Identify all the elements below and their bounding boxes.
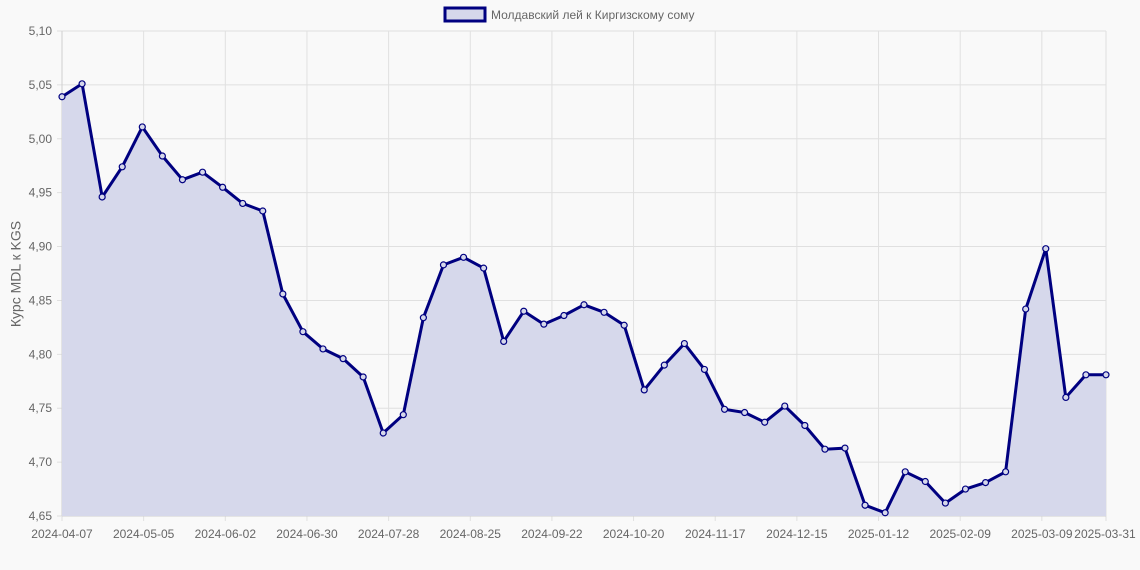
data-point[interactable] (741, 408, 749, 417)
y-axis-ticks: 4,65 4,70 4,75 4,80 4,85 4,90 4,95 5,00 5,05 5,10 (29, 24, 53, 523)
x-tick-label: 2024-09-22 (521, 527, 583, 541)
data-point[interactable] (439, 261, 448, 269)
data-point[interactable] (881, 509, 889, 517)
data-point[interactable] (138, 123, 146, 131)
data-point[interactable] (700, 365, 709, 374)
y-tick-label: 5,00 (29, 132, 53, 146)
x-tick-label: 2024-04-07 (31, 527, 93, 541)
x-tick-label: 2024-06-30 (276, 527, 338, 541)
data-point[interactable] (901, 468, 909, 476)
y-tick-label: 4,65 (29, 509, 53, 523)
data-point[interactable] (419, 314, 427, 322)
data-point[interactable] (640, 386, 648, 394)
data-point[interactable] (219, 183, 227, 191)
data-point[interactable] (1102, 371, 1110, 379)
data-point[interactable] (279, 290, 287, 298)
data-point[interactable] (319, 345, 327, 353)
data-point[interactable] (1062, 393, 1070, 402)
data-point[interactable] (58, 93, 66, 101)
data-point[interactable] (500, 337, 508, 345)
data-point[interactable] (580, 301, 588, 309)
data-point[interactable] (620, 321, 628, 329)
y-tick-label: 4,85 (29, 293, 53, 307)
data-point[interactable] (781, 402, 789, 410)
data-point[interactable] (921, 477, 929, 486)
data-point[interactable] (78, 80, 86, 88)
data-point[interactable] (1002, 468, 1010, 476)
data-point[interactable] (801, 421, 809, 430)
legend-swatch[interactable] (443, 6, 487, 23)
data-point[interactable] (299, 328, 307, 336)
x-tick-label: 2024-07-28 (358, 527, 420, 541)
data-point[interactable] (259, 207, 267, 215)
legend[interactable]: Молдавский лей к Киргизскому сому (443, 6, 695, 23)
y-tick-label: 5,05 (29, 78, 53, 92)
data-point[interactable] (981, 478, 990, 487)
y-tick-label: 5,10 (29, 24, 53, 38)
data-point[interactable] (1082, 371, 1090, 379)
y-tick-label: 4,95 (29, 186, 53, 200)
x-tick-label: 2024-11-17 (685, 527, 746, 541)
y-tick-label: 4,70 (29, 455, 53, 469)
data-point[interactable] (941, 499, 949, 507)
data-point[interactable] (239, 199, 247, 208)
data-point[interactable] (1042, 245, 1050, 253)
x-tick-label: 2024-08-25 (440, 527, 502, 541)
x-tick-label: 2025-03-31 (1074, 527, 1136, 541)
data-point[interactable] (660, 361, 668, 369)
x-tick-label: 2024-06-02 (195, 527, 257, 541)
x-tick-label: 2024-05-05 (113, 527, 175, 541)
data-point[interactable] (540, 320, 548, 328)
x-tick-label: 2024-10-20 (603, 527, 665, 541)
data-point[interactable] (98, 193, 106, 201)
data-point[interactable] (118, 163, 126, 171)
data-point[interactable] (560, 311, 568, 320)
x-axis-ticks: 2024-04-07 2024-05-05 2024-06-02 2024-06-30… (31, 527, 1136, 541)
data-point[interactable] (821, 445, 829, 453)
area-fill (62, 83, 1106, 517)
series-area (62, 83, 1106, 517)
data-point[interactable] (961, 485, 970, 493)
x-tick-label: 2025-01-12 (848, 527, 910, 541)
data-point[interactable] (459, 253, 468, 261)
data-points (58, 80, 1110, 517)
data-point[interactable] (861, 501, 869, 509)
data-point[interactable] (680, 339, 688, 348)
data-point[interactable] (761, 418, 769, 426)
data-point[interactable] (720, 405, 729, 413)
data-point[interactable] (520, 307, 528, 315)
legend-label[interactable]: Молдавский лей к Киргизскому сому (491, 8, 695, 22)
x-tick-label: 2024-12-15 (766, 527, 828, 541)
data-point[interactable] (198, 168, 207, 176)
x-tick-label: 2025-03-09 (1011, 527, 1073, 541)
y-tick-label: 4,75 (29, 401, 53, 415)
data-point[interactable] (399, 411, 407, 419)
data-point[interactable] (1022, 305, 1030, 313)
y-tick-label: 4,80 (29, 347, 53, 361)
data-point[interactable] (178, 176, 187, 184)
data-point[interactable] (600, 308, 608, 316)
x-tick-label: 2025-02-09 (929, 527, 991, 541)
y-axis-title: Курс MDL к KGS (8, 221, 24, 327)
y-tick-label: 4,90 (29, 240, 53, 254)
data-point[interactable] (480, 264, 488, 272)
data-point[interactable] (379, 429, 387, 437)
data-point[interactable] (158, 152, 166, 160)
data-point[interactable] (359, 373, 367, 381)
data-point[interactable] (841, 444, 849, 452)
data-point[interactable] (339, 355, 347, 363)
